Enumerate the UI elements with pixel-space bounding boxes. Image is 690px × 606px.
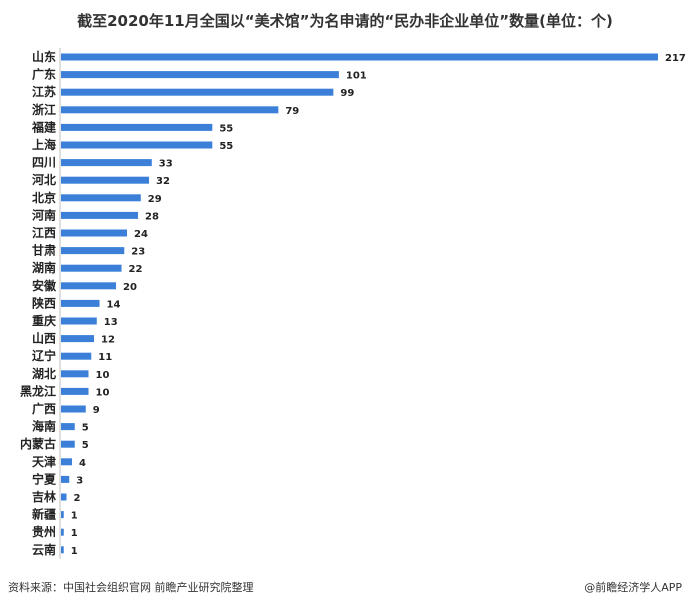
- category-label: 上海: [32, 137, 56, 152]
- bar: [61, 176, 150, 184]
- chart-title: 截至2020年11月全国以“美术馆”为名申请的“民办非企业单位”数量(单位：个): [77, 12, 613, 30]
- data-label: 1: [71, 528, 78, 539]
- category-label: 天津: [32, 454, 56, 469]
- category-label: 甘肃: [32, 243, 56, 258]
- category-label: 宁夏: [32, 471, 57, 486]
- category-label: 新疆: [32, 507, 56, 522]
- data-label: 217: [665, 53, 686, 64]
- bar: [61, 352, 92, 360]
- data-label: 101: [346, 71, 367, 82]
- data-label: 33: [159, 159, 173, 170]
- category-label: 江苏: [32, 84, 56, 99]
- bar: [61, 335, 95, 343]
- data-label: 23: [131, 247, 145, 258]
- category-label: 河南: [31, 207, 56, 222]
- data-label: 14: [107, 299, 121, 310]
- category-label: 云南: [32, 542, 56, 557]
- data-label: 22: [129, 264, 143, 275]
- bar: [61, 458, 73, 466]
- data-label: 55: [219, 141, 233, 152]
- bar: [61, 493, 67, 501]
- bar: [61, 299, 100, 307]
- data-label: 5: [82, 440, 89, 451]
- data-label: 1: [71, 546, 78, 557]
- bar: [61, 211, 139, 219]
- category-label: 湖北: [32, 366, 56, 381]
- data-label: 79: [285, 106, 299, 117]
- category-label: 安徽: [32, 278, 57, 293]
- data-label: 32: [156, 176, 170, 187]
- category-label: 广西: [32, 401, 56, 416]
- data-label: 13: [104, 317, 118, 328]
- data-label: 3: [76, 475, 83, 486]
- data-label: 4: [79, 458, 86, 469]
- data-label: 99: [340, 88, 354, 99]
- bar: [61, 317, 97, 325]
- data-label: 24: [134, 229, 148, 240]
- bar: [61, 141, 213, 149]
- bar: [61, 405, 86, 413]
- bar: [61, 423, 75, 431]
- category-label: 浙江: [32, 102, 56, 117]
- bar: [61, 229, 128, 237]
- category-label: 内蒙古: [20, 436, 56, 451]
- bar: [61, 71, 339, 79]
- data-label: 55: [219, 123, 233, 134]
- bar: [61, 282, 117, 290]
- bar: [61, 475, 70, 483]
- category-label: 广东: [32, 67, 56, 82]
- data-label: 28: [145, 211, 159, 222]
- bar: [61, 123, 213, 131]
- bar: [61, 370, 89, 378]
- bar: [61, 53, 658, 61]
- source-note: 资料来源：中国社会组织官网 前瞻产业研究院整理: [8, 581, 254, 594]
- data-label: 20: [123, 282, 137, 293]
- bar: [61, 194, 141, 202]
- category-label: 福建: [31, 119, 57, 134]
- bar: [61, 511, 64, 519]
- data-label: 10: [96, 370, 110, 381]
- category-label: 江西: [32, 225, 56, 240]
- category-label: 海南: [32, 419, 56, 434]
- data-label: 2: [74, 493, 81, 504]
- category-label: 四川: [32, 156, 56, 170]
- bar: [61, 247, 125, 255]
- bar: [61, 159, 152, 167]
- category-label: 重庆: [32, 313, 56, 328]
- data-label: 11: [98, 352, 112, 363]
- category-label: 吉林: [32, 489, 56, 504]
- category-label: 贵州: [32, 524, 56, 539]
- data-label: 9: [93, 405, 100, 416]
- data-label: 29: [148, 194, 162, 205]
- data-label: 10: [96, 387, 110, 398]
- bar: [61, 528, 64, 536]
- bar: [61, 387, 89, 395]
- bar: [61, 440, 75, 448]
- category-label: 北京: [32, 190, 56, 205]
- brand-watermark: @前瞻经济学人APP: [584, 581, 682, 594]
- category-label: 山东: [32, 49, 56, 64]
- category-label: 湖南: [32, 260, 56, 275]
- category-label: 山西: [32, 331, 56, 346]
- category-label: 黑龙江: [20, 383, 56, 398]
- bar: [61, 546, 64, 554]
- data-label: 12: [101, 335, 115, 346]
- data-label: 5: [82, 423, 89, 434]
- bar: [61, 264, 122, 272]
- category-label: 陕西: [32, 295, 56, 310]
- bar: [61, 88, 334, 96]
- bar: [61, 106, 279, 114]
- category-label: 河北: [31, 172, 56, 187]
- data-label: 1: [71, 511, 78, 522]
- category-label: 辽宁: [32, 348, 56, 363]
